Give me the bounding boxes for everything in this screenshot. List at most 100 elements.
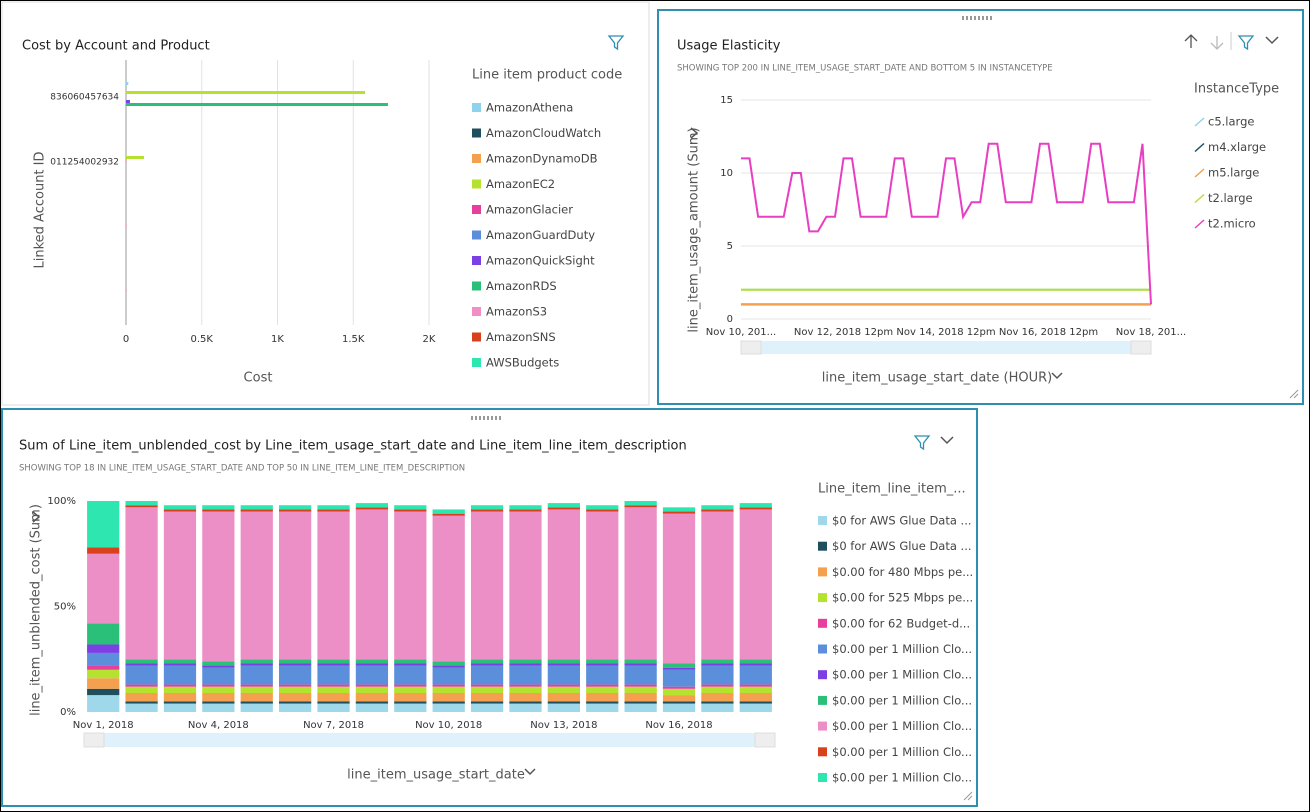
bar-segment: [547, 684, 580, 687]
bar-segment: [355, 693, 389, 702]
y-axis-title: Linked Account ID: [33, 151, 48, 268]
menu-chevron[interactable]: [940, 436, 954, 445]
bar-segment: [547, 507, 580, 510]
bar-segment: [739, 663, 772, 666]
bar-segment: [701, 663, 734, 666]
bar-segment: [701, 684, 734, 687]
bar-segment: [586, 701, 619, 704]
bar-segment: [739, 507, 772, 510]
legend-label: AmazonRDS: [486, 279, 557, 293]
bar-segment: [509, 663, 542, 666]
bar-segment: [163, 659, 197, 664]
bar-segment: [586, 665, 619, 685]
axis-chevron[interactable]: [1051, 372, 1063, 380]
bar-segment: [432, 667, 465, 685]
x-tick-label: Nov 16, 2018 12pm: [999, 327, 1098, 338]
legend-swatch: [818, 721, 827, 731]
bar-segment: [701, 659, 734, 664]
axis-chevron[interactable]: [524, 768, 536, 776]
bar-segment: [125, 659, 158, 664]
move-up-icon[interactable]: [1184, 34, 1198, 48]
scroll-thumb[interactable]: [83, 732, 105, 748]
axis-chevron[interactable]: [32, 511, 41, 523]
legend-label: AmazonEC2: [486, 177, 555, 191]
resize-handle[interactable]: [1289, 389, 1299, 399]
bar-segment: [125, 501, 158, 506]
bar-segment: [317, 659, 350, 664]
scrollbar[interactable]: [84, 733, 775, 747]
x-tick-label: Nov 18, 201...: [1116, 327, 1186, 338]
y-tick-label: 10: [720, 168, 733, 179]
legend-swatch: [472, 307, 481, 316]
bar-segment: [739, 701, 772, 704]
bar-segment: [470, 701, 504, 704]
bar-segment: [394, 693, 427, 702]
legend-swatch: [818, 516, 827, 525]
bar-segment: [470, 509, 504, 512]
bar-segment: [470, 703, 504, 712]
bar-segment: [586, 505, 619, 510]
bar-segment: [509, 701, 542, 704]
chart-title: Cost by Account and Product: [22, 39, 210, 54]
bar-segment: [163, 665, 197, 685]
legend-label: $0 for AWS Glue Data ...: [832, 539, 972, 553]
bar-segment: [470, 665, 504, 685]
scrollbar[interactable]: [741, 341, 1151, 354]
filter-icon[interactable]: [913, 435, 931, 451]
bar-segment: [87, 669, 120, 679]
bar-segment: [355, 686, 389, 694]
menu-chevron[interactable]: [1265, 36, 1279, 45]
y-tick-label: 5: [727, 241, 733, 252]
bar-segment: [586, 686, 619, 694]
bar-segment: [470, 684, 504, 687]
x-tick-label: Nov 16, 2018: [645, 720, 712, 731]
bar-segment: [163, 509, 197, 512]
bar-segment: [739, 509, 772, 660]
legend-swatch: [472, 154, 481, 163]
bar-segment: [394, 663, 427, 666]
bar-segment: [317, 505, 350, 510]
bar-segment: [125, 665, 158, 685]
bar-segment: [509, 505, 542, 510]
filter-icon[interactable]: [607, 35, 625, 51]
bar-segment: [586, 684, 619, 687]
x-tick-label: 1.5K: [342, 334, 365, 345]
bar-segment: [355, 503, 389, 508]
scroll-thumb[interactable]: [740, 340, 762, 355]
bar-segment: [739, 693, 772, 702]
bar-segment: [240, 684, 273, 687]
bar-segment: [701, 693, 734, 702]
bar-segment: [470, 693, 504, 702]
bar-segment: [87, 644, 120, 653]
bar-segment: [202, 665, 235, 668]
move-down-icon[interactable]: [1210, 36, 1224, 50]
legend-swatch: [1194, 168, 1205, 178]
legend-label: AmazonSNS: [486, 330, 556, 344]
x-tick-label: 1K: [271, 334, 284, 345]
axis-chevron[interactable]: [690, 127, 699, 139]
filter-icon[interactable]: [1237, 35, 1255, 51]
bar-segment: [586, 659, 619, 664]
legend-swatch: [1194, 193, 1205, 204]
bar-segment: [662, 701, 696, 704]
bar-segment: [547, 503, 580, 508]
y-axis-title: line_item_unblended_cost (Sum): [29, 504, 44, 716]
resize-handle[interactable]: [963, 791, 973, 801]
bar-segment: [624, 663, 657, 666]
scroll-thumb[interactable]: [754, 732, 776, 748]
bar-segment: [432, 701, 465, 704]
bar-segment: [317, 686, 350, 694]
bar-segment: [87, 665, 120, 670]
bar-segment: [317, 663, 350, 666]
bar-segment: [279, 701, 312, 704]
bar-segment: [547, 701, 580, 704]
bar-segment: [163, 511, 197, 660]
bar-segment: [163, 505, 197, 510]
bar-segment: [432, 515, 465, 662]
bar-segment: [202, 661, 235, 666]
bar-segment: [279, 509, 312, 512]
bar-segment: [163, 684, 197, 687]
legend-label: AmazonDynamoDB: [486, 152, 598, 166]
bar-segment: [547, 693, 580, 702]
scroll-thumb[interactable]: [1130, 340, 1152, 355]
